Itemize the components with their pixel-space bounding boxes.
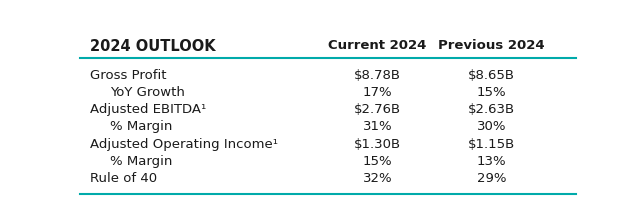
Text: $1.15B: $1.15B	[468, 138, 515, 151]
Text: 15%: 15%	[363, 155, 392, 168]
Text: $8.65B: $8.65B	[468, 69, 515, 82]
Text: 13%: 13%	[477, 155, 506, 168]
Text: $8.78B: $8.78B	[354, 69, 401, 82]
Text: $2.76B: $2.76B	[354, 103, 401, 116]
Text: Gross Profit: Gross Profit	[90, 69, 166, 82]
Text: 2024 OUTLOOK: 2024 OUTLOOK	[90, 39, 216, 54]
Text: % Margin: % Margin	[110, 155, 172, 168]
Text: Previous 2024: Previous 2024	[438, 39, 545, 52]
Text: % Margin: % Margin	[110, 121, 172, 134]
Text: $1.30B: $1.30B	[354, 138, 401, 151]
Text: 30%: 30%	[477, 121, 506, 134]
Text: Adjusted EBITDA¹: Adjusted EBITDA¹	[90, 103, 206, 116]
Text: YoY Growth: YoY Growth	[110, 86, 184, 99]
Text: 15%: 15%	[477, 86, 506, 99]
Text: Current 2024: Current 2024	[328, 39, 427, 52]
Text: 31%: 31%	[363, 121, 392, 134]
Text: 17%: 17%	[363, 86, 392, 99]
Text: $2.63B: $2.63B	[468, 103, 515, 116]
Text: 32%: 32%	[363, 172, 392, 185]
Text: Rule of 40: Rule of 40	[90, 172, 157, 185]
Text: Adjusted Operating Income¹: Adjusted Operating Income¹	[90, 138, 278, 151]
Text: 29%: 29%	[477, 172, 506, 185]
